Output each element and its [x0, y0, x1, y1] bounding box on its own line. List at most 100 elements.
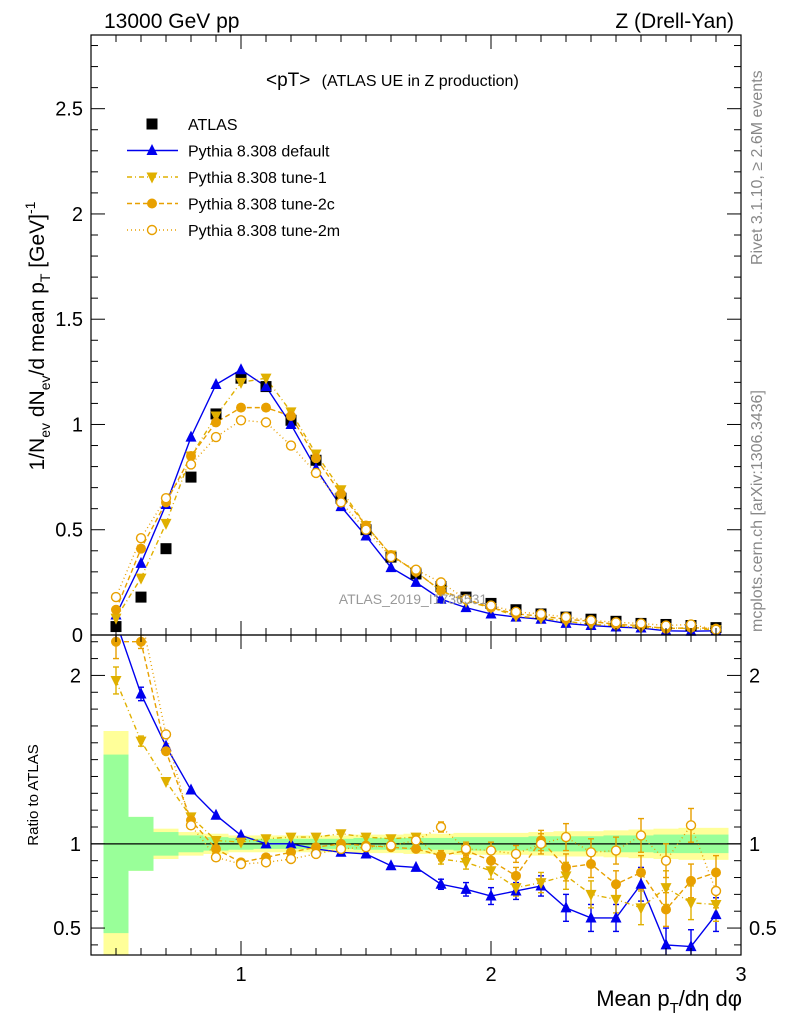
watermark-analysis-id: ATLAS_2019_I1736531 [339, 591, 488, 607]
ratio-data-point [610, 845, 622, 856]
ratio-data-point [385, 859, 397, 871]
main-data-point [610, 617, 622, 628]
ratio-data-point [235, 828, 247, 840]
main-data-point [135, 556, 147, 568]
main-data-point [110, 621, 122, 633]
main-data-point [210, 411, 222, 423]
ratio-data-point [560, 901, 572, 913]
ratio-data-point [486, 855, 496, 866]
ratio-data-point [360, 842, 372, 853]
main-data-point [286, 411, 296, 422]
ratio-data-point [710, 908, 722, 920]
legend-marker [146, 144, 158, 155]
main-data-point [160, 543, 172, 555]
main-data-point [435, 577, 447, 588]
ratio-data-point [285, 832, 297, 844]
ratio-data-point [710, 899, 722, 911]
main-data-point [135, 591, 147, 603]
main-data-point [310, 467, 322, 479]
ratio-data-point [335, 829, 347, 841]
main-data-point [285, 440, 297, 451]
ratio-data-point [360, 832, 372, 844]
main-data-point [385, 551, 397, 563]
legend-label: Pythia 8.308 tune-2m [188, 223, 340, 240]
main-data-point [136, 543, 146, 554]
main-data-point [410, 564, 422, 575]
main-data-point [236, 402, 246, 413]
ratio-data-point [460, 843, 472, 855]
legend-marker [146, 118, 158, 130]
ratio-series-line [119, 635, 717, 948]
ratio-data-point [535, 838, 547, 850]
header-process-label: Z (Drell-Yan) [615, 10, 734, 33]
legend-marker [147, 198, 157, 209]
main-data-point [485, 600, 497, 611]
main-data-point [210, 431, 222, 443]
main-ytick-label: 0 [72, 625, 83, 647]
legend-marker [146, 172, 158, 184]
side-rivet-label: Rivet 3.1.10, ≥ 2.6M events [749, 70, 766, 265]
main-data-point [510, 606, 522, 618]
main-data-point [111, 604, 121, 615]
main-data-point [185, 471, 197, 483]
ratio-data-point [410, 860, 422, 872]
main-ytick-label: 2 [72, 204, 83, 226]
ratio-xtick-label: 3 [735, 964, 746, 986]
main-data-point [210, 377, 222, 389]
main-data-point [335, 497, 347, 508]
ratio-data-point [660, 938, 672, 950]
ratio-data-point [335, 843, 347, 855]
ratio-data-point [260, 857, 272, 868]
legend-label: ATLAS [188, 117, 238, 134]
ratio-ytick-label-right: 1 [749, 834, 760, 856]
main-data-point [635, 618, 647, 629]
ratio-data-point [585, 911, 597, 923]
ratio-data-point [185, 783, 197, 795]
ratio-ytick-label: 1 [70, 834, 81, 856]
main-data-point [560, 611, 572, 623]
ratio-data-point [485, 845, 497, 856]
main-data-point [110, 613, 122, 625]
main-data-point [261, 402, 271, 413]
main-data-point [110, 591, 122, 603]
main-data-point [285, 417, 297, 429]
ratio-data-point [310, 848, 322, 860]
ratio-data-point [235, 837, 247, 849]
ratio-data-point [485, 889, 497, 901]
main-data-point [460, 594, 472, 605]
main-data-point [160, 492, 172, 504]
main-data-point [135, 532, 147, 544]
ratio-data-point [635, 830, 647, 841]
ratio-data-point [711, 867, 721, 878]
main-data-point [360, 529, 372, 541]
chart-title-sub: (ATLAS UE in Z production) [322, 73, 519, 90]
ratio-data-point [210, 852, 222, 863]
ratio-xtick-label: 2 [485, 964, 496, 986]
ratio-data-point [160, 777, 172, 789]
ratio-ytick-label-right: 0.5 [749, 918, 777, 940]
ratio-data-point [636, 867, 646, 878]
main-data-point [185, 430, 197, 442]
main-data-point [336, 488, 346, 499]
main-data-point [235, 363, 247, 375]
ratio-data-point [185, 820, 197, 831]
ratio-data-point [260, 834, 272, 846]
ratio-data-point [585, 889, 597, 901]
ratio-data-point [535, 878, 547, 890]
ratio-data-point [610, 911, 622, 923]
ratio-series-line [115, 680, 717, 909]
ratio-data-point [610, 894, 622, 906]
ratio-data-point [710, 885, 722, 897]
main-ylabel: 1/Nev dNev/d mean pT [GeV]-1 [22, 201, 53, 470]
ratio-data-point [510, 848, 522, 860]
chart-title: <pT> (ATLAS UE in Z production) [266, 70, 519, 91]
ratio-data-point [685, 820, 697, 831]
ratio-data-point [210, 808, 222, 820]
ratio-ytick-label-right: 2 [749, 665, 760, 687]
ratio-data-point [160, 729, 172, 740]
main-data-point [135, 573, 147, 585]
ratio-data-point [210, 835, 222, 847]
ratio-data-point [660, 855, 672, 866]
ratio-data-point [560, 831, 572, 843]
